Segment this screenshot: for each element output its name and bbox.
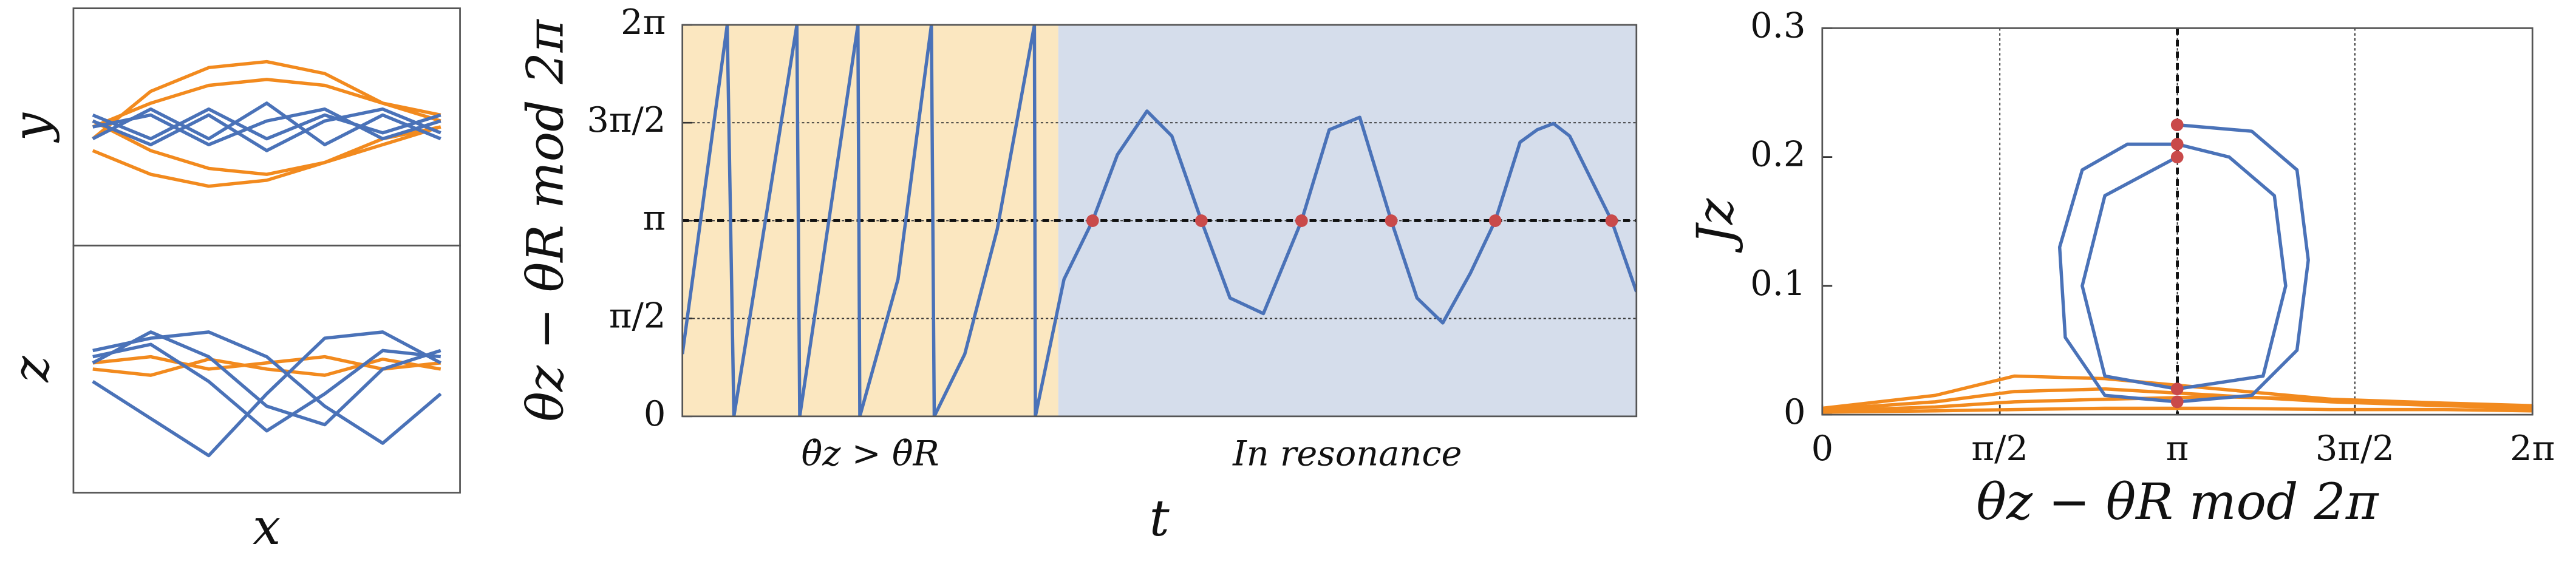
series-line bbox=[92, 342, 441, 433]
point bbox=[2170, 118, 2184, 131]
y-axis-label: y bbox=[3, 112, 61, 143]
series-line bbox=[1822, 406, 2532, 414]
x-axis-label: x bbox=[253, 498, 281, 556]
x-tick-label: 3π/2 bbox=[2315, 428, 2394, 469]
point bbox=[1385, 214, 1398, 227]
series-line bbox=[92, 101, 441, 147]
series-line bbox=[92, 107, 441, 147]
point bbox=[1194, 214, 1208, 227]
series-line bbox=[92, 59, 441, 140]
region-label: θ̇z > θ̇R bbox=[802, 433, 939, 474]
frame bbox=[681, 24, 1638, 418]
point bbox=[2170, 138, 2184, 151]
series-line bbox=[92, 78, 441, 129]
y-tick-label: 0.1 bbox=[1750, 263, 1805, 304]
point bbox=[1086, 214, 1099, 227]
point bbox=[1295, 214, 1308, 227]
y-tick-label: π/2 bbox=[609, 296, 666, 336]
point bbox=[2170, 382, 2184, 396]
frame bbox=[72, 245, 461, 494]
y-tick-label: 2π bbox=[621, 2, 666, 42]
point bbox=[2170, 151, 2184, 164]
plot-area bbox=[92, 59, 441, 188]
series-line bbox=[92, 119, 441, 176]
plot-area bbox=[682, 24, 1637, 416]
series-line bbox=[2057, 123, 2310, 404]
series-line bbox=[92, 330, 442, 445]
series-line bbox=[682, 24, 1637, 416]
series-line bbox=[92, 330, 442, 458]
y-axis-label: Jz bbox=[1687, 198, 1745, 253]
y-tick-label: 0.3 bbox=[1750, 5, 1805, 46]
plot-area bbox=[1822, 123, 2532, 414]
x-tick-label: π/2 bbox=[1971, 428, 2028, 469]
series-line bbox=[1822, 395, 2532, 413]
y-axis-label: z bbox=[3, 356, 61, 383]
x-tick-label: 0 bbox=[1811, 428, 1833, 469]
series-line bbox=[92, 330, 441, 427]
series-line bbox=[1822, 387, 2532, 412]
x-tick-label: 2π bbox=[2510, 428, 2555, 469]
x-tick-label: π bbox=[2166, 428, 2189, 469]
y-tick-label: 3π/2 bbox=[587, 100, 666, 140]
y-tick-label: 0.2 bbox=[1750, 134, 1805, 175]
point bbox=[1488, 214, 1502, 227]
y-tick-label: 0 bbox=[644, 393, 666, 434]
frame bbox=[1821, 27, 2533, 416]
x-axis-label: θz − θR mod 2π bbox=[1977, 474, 2380, 531]
region-label: In resonance bbox=[1232, 433, 1462, 474]
y-axis-label: θz − θR mod 2π bbox=[517, 18, 575, 421]
series-line bbox=[92, 357, 441, 377]
point bbox=[1605, 214, 1618, 227]
plot-area bbox=[92, 330, 442, 458]
y-tick-label: π bbox=[643, 197, 666, 238]
point bbox=[2170, 395, 2184, 409]
series-line bbox=[92, 107, 441, 141]
y-tick-label: 0 bbox=[1784, 392, 1806, 432]
x-axis-label: t bbox=[1150, 490, 1170, 548]
series-line bbox=[92, 107, 441, 152]
